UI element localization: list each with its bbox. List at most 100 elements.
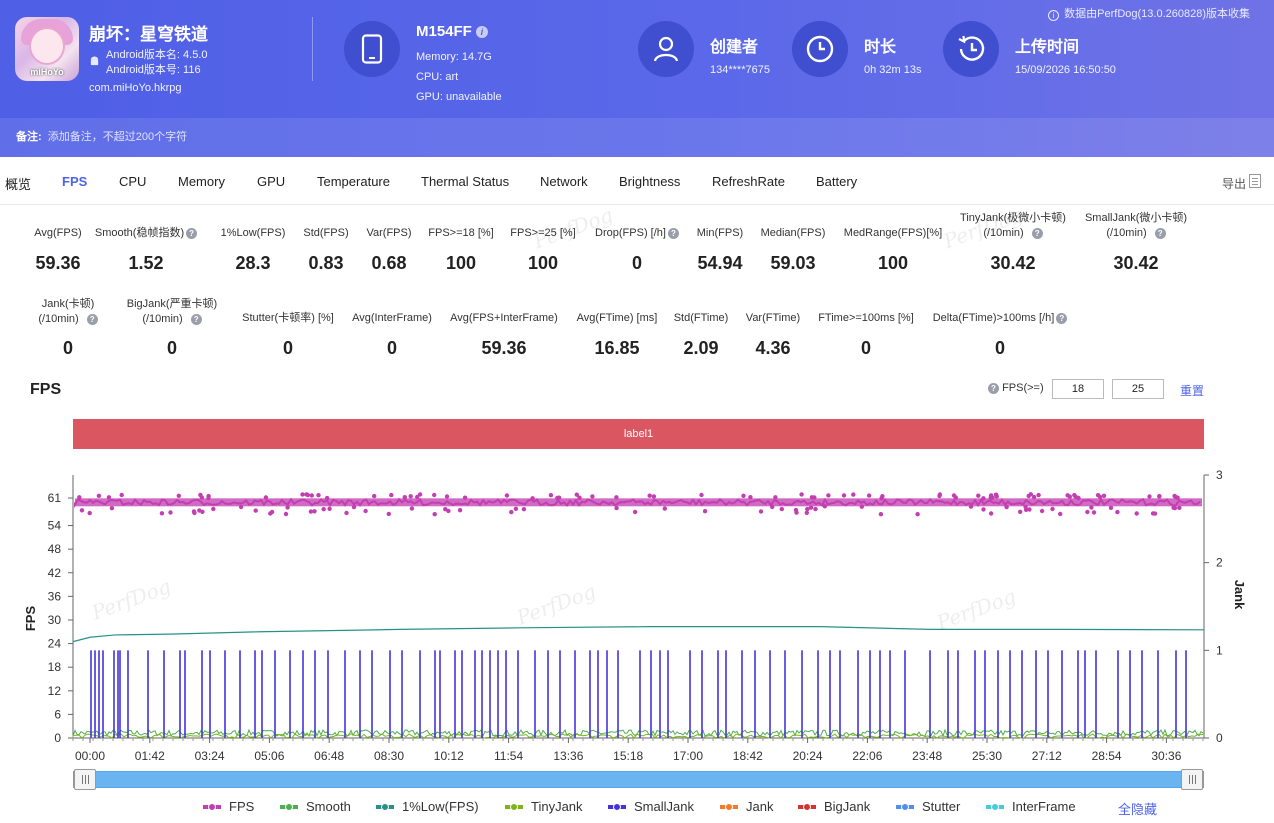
device-cpu: CPU: art <box>416 71 459 83</box>
help-icon[interactable]: ? <box>1154 228 1166 239</box>
fps-point <box>415 494 420 500</box>
help-icon[interactable]: ? <box>1056 313 1068 324</box>
app-icon: miHoYo <box>15 17 79 81</box>
help-icon[interactable]: ? <box>190 314 202 325</box>
help-icon[interactable]: ? <box>186 228 198 239</box>
tab-brightness[interactable]: Brightness <box>619 174 681 189</box>
info-icon: i <box>1048 10 1060 21</box>
y2-tick-label: 1 <box>1216 643 1223 657</box>
fps-point <box>804 510 809 515</box>
fps-point <box>647 493 652 498</box>
chart-title: FPS <box>30 381 62 398</box>
export-button[interactable]: 导出 <box>1221 177 1246 191</box>
device-gpu: GPU: unavailable <box>416 91 502 103</box>
metric-item: Avg(FPS+InterFrame) 59.36 <box>424 311 584 358</box>
fps-point <box>324 495 330 501</box>
metric-value: 4.36 <box>755 338 791 358</box>
fps-point <box>263 495 269 500</box>
fps-point <box>1050 506 1055 512</box>
fps-point <box>577 495 582 500</box>
hide-all-button[interactable]: 全隐藏 <box>1118 802 1158 817</box>
fps-point <box>981 507 986 512</box>
fps-point <box>1004 504 1009 510</box>
fps-point <box>504 493 510 498</box>
metric-value: 0.83 <box>308 253 344 273</box>
fps-point <box>702 509 708 514</box>
tab-thermal-status[interactable]: Thermal Status <box>421 174 510 189</box>
tab-refreshrate[interactable]: RefreshRate <box>712 174 785 189</box>
reset-button[interactable]: 重置 <box>1180 384 1205 398</box>
fps-point <box>1115 509 1120 515</box>
tab-network[interactable]: Network <box>540 174 588 189</box>
tinyjank-series-line <box>72 733 1205 739</box>
fps-point <box>988 495 993 500</box>
user-icon <box>638 21 694 77</box>
slider-handle-left[interactable] <box>74 769 96 790</box>
fps-filter-text: FPS(>=) <box>1002 382 1044 394</box>
metric-item: FPS>=25 [%] 100 <box>463 226 623 273</box>
metric-item: Median(FPS) 59.03 <box>713 226 873 273</box>
fps-point <box>206 493 211 499</box>
fps-point <box>372 493 377 499</box>
export-icon[interactable] <box>1249 174 1261 188</box>
help-icon[interactable]: ? <box>86 314 98 325</box>
metric-item: MedRange(FPS)[%] 100 <box>813 226 973 273</box>
fps-point <box>794 510 799 515</box>
y-tick-label: 42 <box>48 566 62 580</box>
fps-point <box>402 495 407 500</box>
time-range-slider[interactable] <box>73 771 1204 788</box>
tab-gpu[interactable]: GPU <box>257 174 286 189</box>
x-tick-label: 25:30 <box>972 749 1002 763</box>
legend-label: Stutter <box>922 799 961 814</box>
metric-value: 100 <box>527 253 559 273</box>
fps-point <box>300 492 305 497</box>
y-tick-label: 61 <box>48 491 62 505</box>
tab-temperature[interactable]: Temperature <box>317 174 390 189</box>
fps-point <box>866 493 872 498</box>
fps-point <box>1076 495 1081 501</box>
fps-point <box>159 511 165 516</box>
help-icon[interactable]: ? <box>988 383 999 394</box>
tab-memory[interactable]: Memory <box>178 174 225 189</box>
legend-label: Jank <box>746 799 774 814</box>
remark-field[interactable]: 备注: 添加备注，不超过200个字符 <box>0 118 1274 157</box>
fps-point <box>386 511 391 517</box>
tab-cpu[interactable]: CPU <box>119 174 147 189</box>
metric-item: FPS>=18 [%] 100 <box>381 226 541 273</box>
tab-battery[interactable]: Battery <box>816 174 858 189</box>
metric-label: BigJank(严重卡顿) <box>126 298 218 310</box>
help-icon[interactable]: ? <box>1031 228 1043 239</box>
fps-point <box>1031 494 1037 500</box>
fps-point <box>309 493 314 498</box>
device-info-icon[interactable]: i <box>475 26 488 38</box>
app-version-name: Android版本名: 4.5.0 <box>106 49 208 61</box>
fps-point <box>363 508 368 514</box>
fps-point <box>699 492 704 498</box>
remark-label: 备注: <box>16 131 42 143</box>
fps-point <box>305 492 310 498</box>
slider-handle-right[interactable] <box>1181 769 1203 790</box>
help-icon[interactable]: ? <box>667 228 679 239</box>
metric-label-unit: (/10min)? <box>0 312 148 327</box>
metric-label: Avg(FPS+InterFrame) <box>450 312 558 324</box>
metric-label: FPS>=18 [%] <box>428 227 494 239</box>
fps-threshold-input-2[interactable] <box>1112 379 1164 399</box>
metric-label: Var(FPS) <box>366 227 412 239</box>
fps-point <box>799 492 804 497</box>
fps-point <box>197 508 202 513</box>
legend-swatch <box>203 803 221 811</box>
tab-fps[interactable]: FPS <box>62 174 88 189</box>
fps-point <box>191 509 197 514</box>
metric-item: Min(FPS) 54.94 <box>640 226 800 273</box>
legend-label: Smooth <box>306 799 351 814</box>
fps-point <box>988 511 994 516</box>
fps-point <box>741 493 746 498</box>
label-bar[interactable]: label1 <box>73 419 1204 449</box>
fps-point <box>79 508 85 513</box>
device-name: M154FF i <box>416 23 488 40</box>
metric-label: MedRange(FPS)[%] <box>843 227 943 239</box>
metric-item: Var(FTime) 4.36 <box>693 311 853 358</box>
tab-overview[interactable]: 概览 <box>5 177 32 192</box>
fps-threshold-input-1[interactable] <box>1052 379 1104 399</box>
